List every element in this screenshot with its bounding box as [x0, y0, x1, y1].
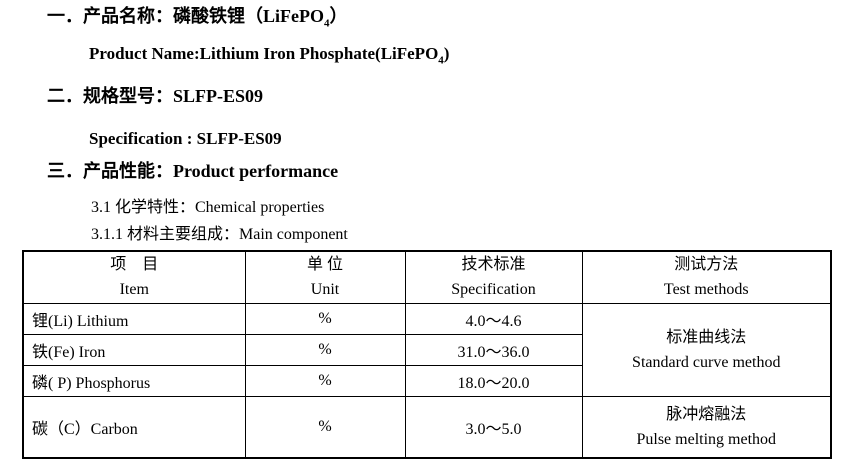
- table-row-carbon: 碳（C）Carbon % 3.0～5.0 脉冲熔融法 Pulse melting…: [22, 395, 832, 459]
- column-header-unit-cn: 单 位: [306, 256, 343, 274]
- cell-lithium-item: 锂(Li) Lithium: [22, 302, 246, 335]
- product-name-cn-subscript: 4: [324, 17, 330, 30]
- subheading-main-component: 3.1.1 材料主要组成：Main component: [91, 226, 348, 243]
- cell-lithium-unit: %: [244, 302, 406, 335]
- column-header-specification-cn: 技术标准: [461, 256, 526, 274]
- heading-model-en: Specification : SLFP-ES09: [89, 129, 282, 148]
- column-header-item-cn: 项 目: [110, 256, 159, 274]
- column-header-item: 项 目 Item: [22, 250, 246, 304]
- cell-carbon-spec: 3.0～5.0: [404, 395, 583, 459]
- heading-product-name-en: Product Name:Lithium Iron Phosphate(LiFe…: [89, 44, 450, 67]
- cell-lithium-spec: 4.0～4.6: [404, 302, 583, 335]
- heading-performance: 三．产品性能：Product performance: [47, 161, 339, 181]
- column-header-unit-en: Unit: [310, 281, 340, 299]
- subheading-chemical-properties: 3.1 化学特性：Chemical properties: [91, 199, 325, 216]
- column-header-test-methods: 测试方法 Test methods: [581, 250, 832, 304]
- cell-method-pulse-melting: 脉冲熔融法 Pulse melting method: [581, 395, 832, 459]
- table-row-lithium: 锂(Li) Lithium % 4.0～4.6 标准曲线法 Standard c…: [22, 302, 832, 397]
- heading-model-cn: 二．规格型号：SLFP-ES09: [47, 86, 264, 106]
- cell-phosphorus-unit: %: [244, 364, 406, 397]
- cell-carbon-item: 碳（C）Carbon: [22, 395, 246, 459]
- cell-iron-spec: 31.0～36.0: [404, 333, 583, 366]
- column-header-test-methods-en: Test methods: [663, 281, 749, 299]
- method-standard-curve-en: Standard curve method: [632, 353, 781, 371]
- spec-table: 项 目 Item 单 位 Unit 技术标准 Specification 测试方…: [22, 250, 832, 459]
- product-name-en-subscript: 4: [438, 54, 444, 67]
- method-pulse-melting-cn: 脉冲熔融法: [666, 405, 747, 423]
- method-standard-curve-cn: 标准曲线法: [666, 328, 747, 346]
- method-pulse-melting-en: Pulse melting method: [636, 430, 777, 448]
- table-header-row: 项 目 Item 单 位 Unit 技术标准 Specification 测试方…: [22, 250, 832, 304]
- cell-iron-unit: %: [244, 333, 406, 366]
- product-name-cn-tail: ）: [329, 6, 348, 26]
- column-header-test-methods-cn: 测试方法: [674, 256, 739, 274]
- column-header-item-en: Item: [119, 281, 149, 299]
- product-name-en-tail: ): [443, 44, 450, 63]
- cell-carbon-unit: %: [244, 395, 406, 459]
- cell-phosphorus-spec: 18.0～20.0: [404, 364, 583, 397]
- product-name-en-text: Product Name:Lithium Iron Phosphate(LiFe…: [89, 44, 439, 63]
- column-header-specification-en: Specification: [451, 281, 536, 299]
- cell-method-standard-curve: 标准曲线法 Standard curve method: [581, 302, 832, 397]
- column-header-specification: 技术标准 Specification: [404, 250, 583, 304]
- column-header-unit: 单 位 Unit: [244, 250, 406, 304]
- cell-phosphorus-item: 磷( P) Phosphorus: [22, 364, 246, 397]
- heading-product-name-cn: 一．产品名称：磷酸铁锂（LiFePO4）: [47, 6, 348, 30]
- cell-iron-item: 铁(Fe) Iron: [22, 333, 246, 366]
- table-row-phosphorus: 磷( P) Phosphorus % 18.0～20.0: [22, 364, 831, 397]
- product-name-cn-text: 一．产品名称：磷酸铁锂（LiFePO: [47, 6, 324, 26]
